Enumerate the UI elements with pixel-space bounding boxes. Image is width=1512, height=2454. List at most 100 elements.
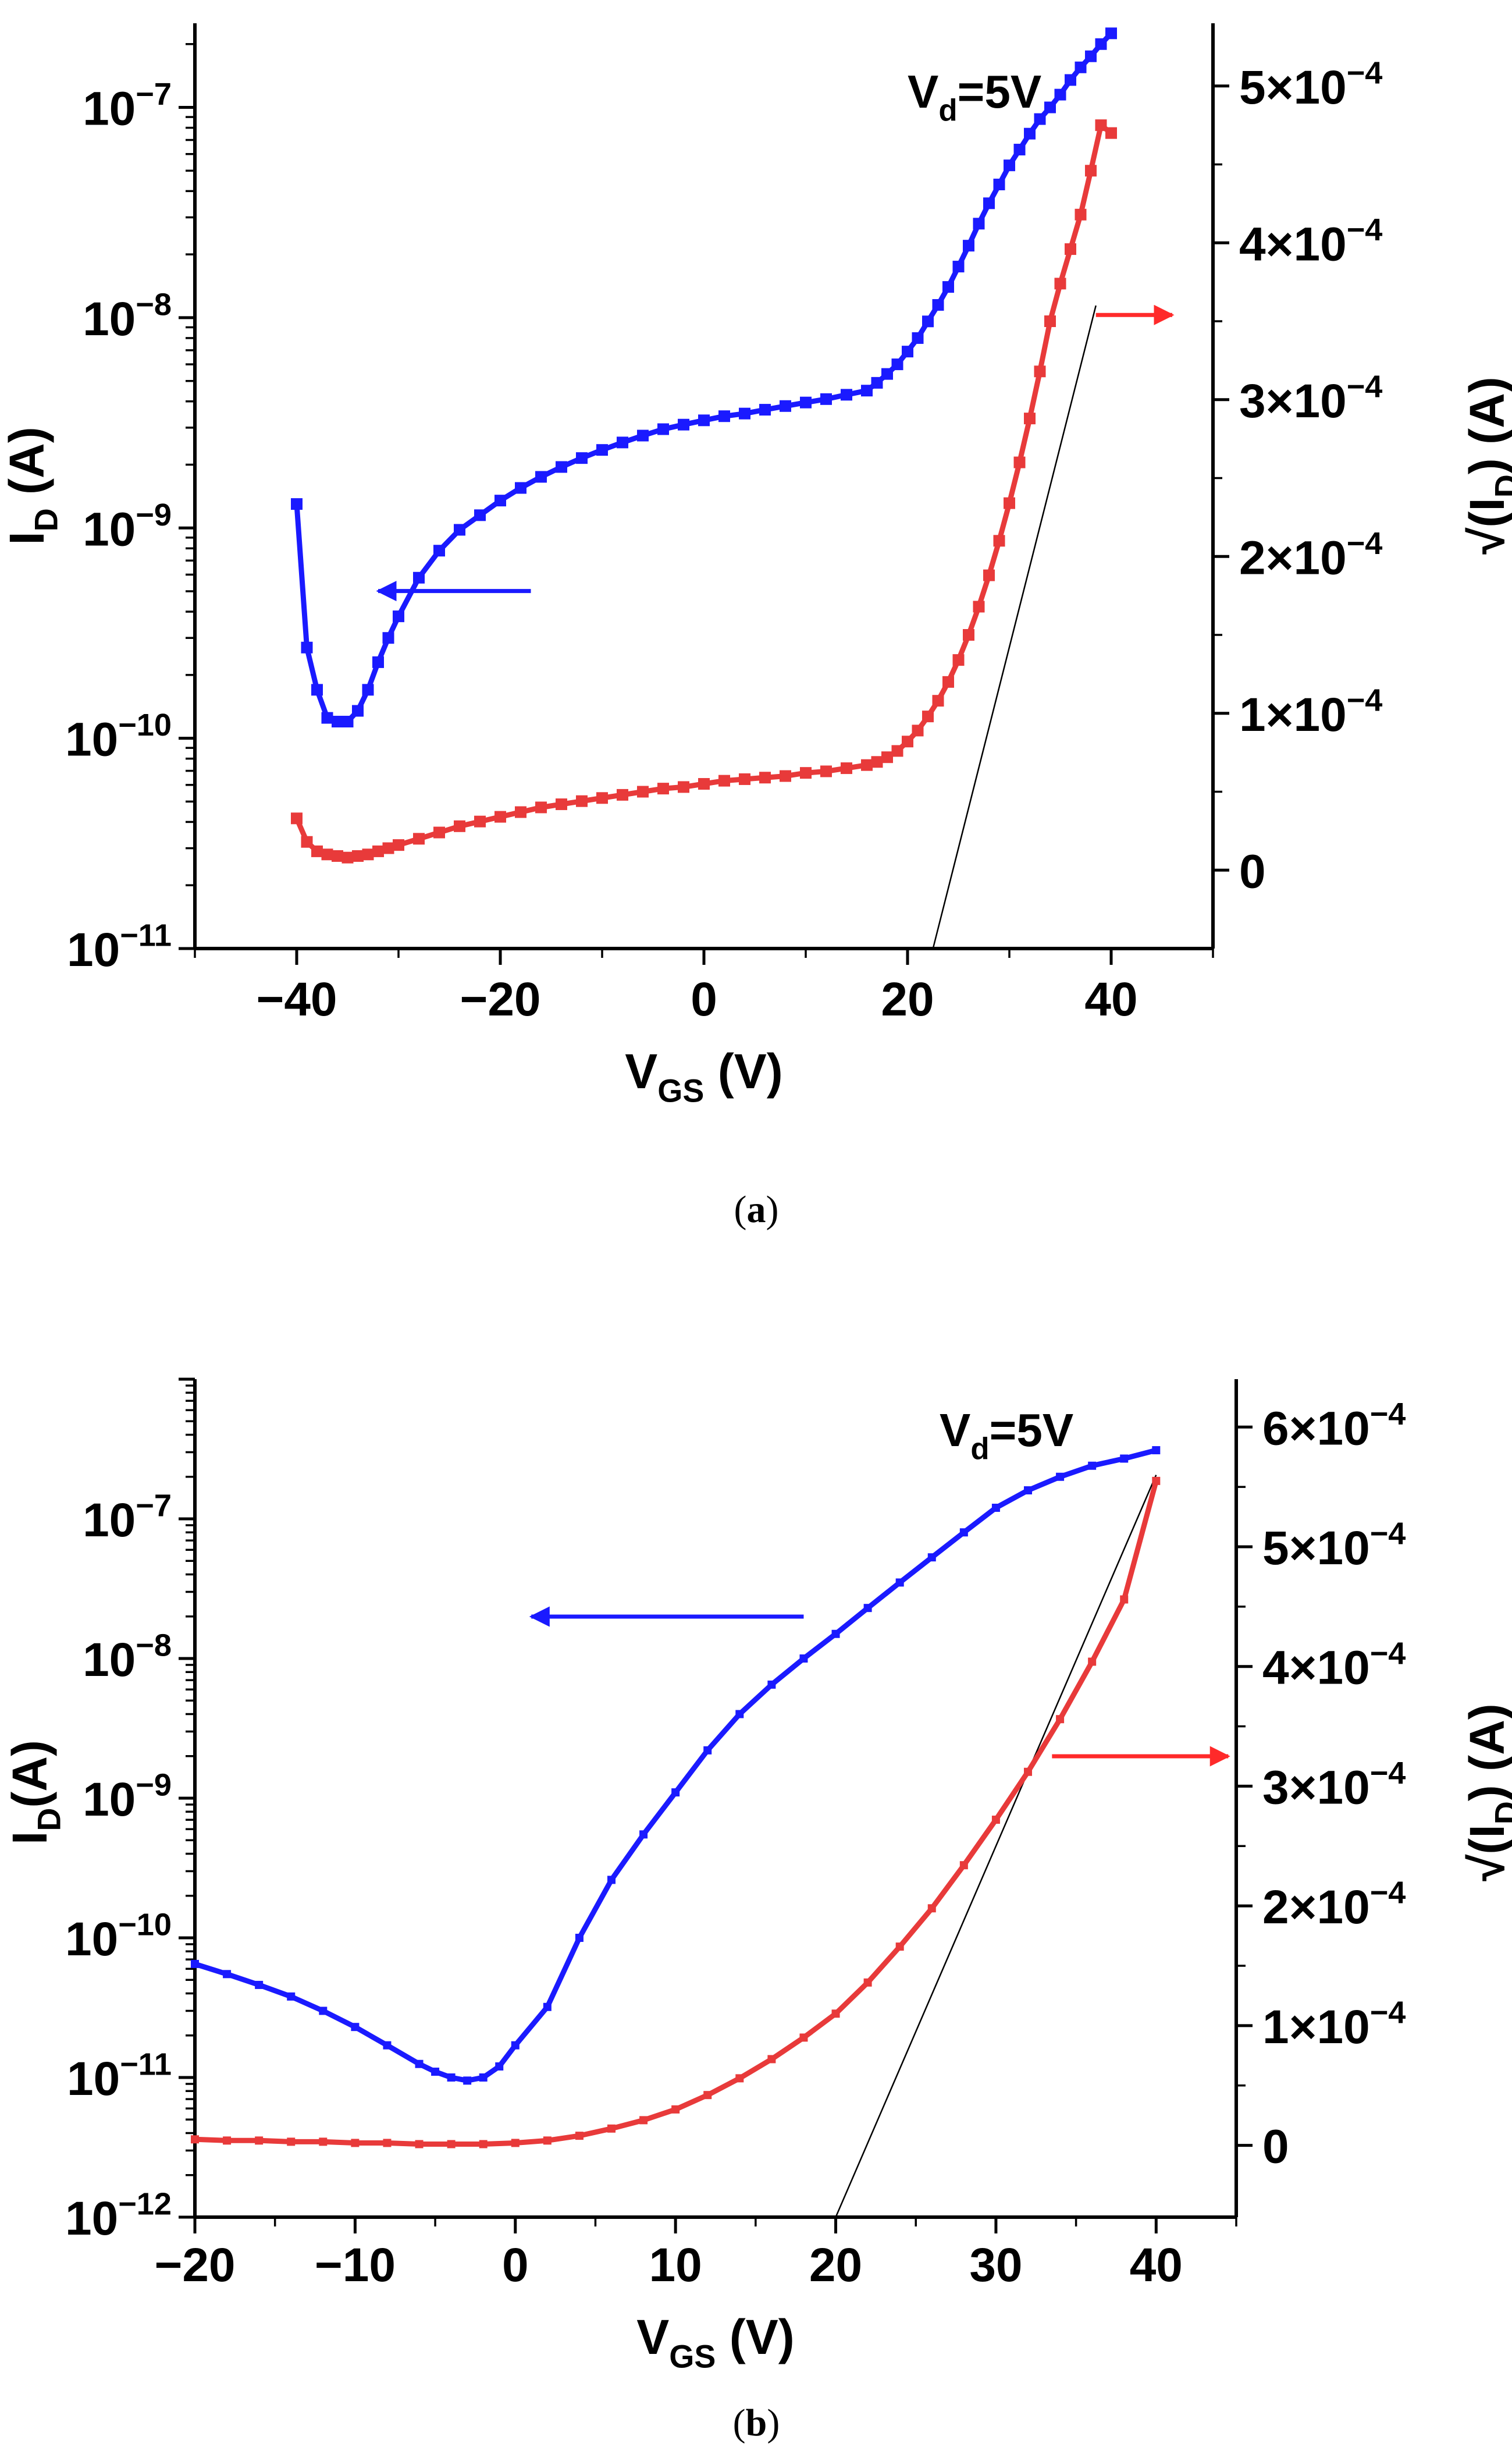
sqrt-id-point <box>415 2140 424 2148</box>
y-right-tick-label: 5×10−4 <box>1239 55 1382 113</box>
id-log-point <box>494 495 506 507</box>
sqrt-id-point <box>352 850 364 862</box>
sqrt-id-point <box>767 2055 776 2064</box>
id-log-curve <box>294 31 1113 725</box>
sqrt-id-point <box>1075 208 1087 221</box>
y-left-tick-label: 10−12 <box>65 2187 172 2245</box>
sqrt-id-point <box>255 2136 264 2145</box>
id-log-point <box>863 1604 872 1613</box>
y-right-tick-label: 0 <box>1239 845 1266 898</box>
x-axis-title: VGS (V) <box>636 2310 794 2375</box>
id-log-point <box>447 2073 456 2082</box>
sqrt-id-point <box>1044 315 1056 328</box>
id-log-point <box>799 1654 808 1663</box>
sqrt-id-point <box>800 767 812 779</box>
sqrt-id-point <box>1024 413 1036 425</box>
x-tick-label: −40 <box>256 973 337 1026</box>
sqrt-id-point <box>311 845 323 857</box>
x-tick-label: 0 <box>502 2239 529 2292</box>
id-log-curve <box>194 1447 1157 2083</box>
sqrt-id-point <box>332 850 343 862</box>
id-log-point <box>639 1830 648 1839</box>
sqrt-id-point <box>739 773 750 785</box>
sqrt-id-point <box>413 833 425 845</box>
id-log-point <box>1013 144 1026 156</box>
y-right-axis-title: √(ID) (A) <box>1460 377 1512 554</box>
id-log-point <box>351 2023 360 2032</box>
sqrt-id-point <box>871 756 883 768</box>
y-left-axis-title: ID(A) <box>2 1740 67 1845</box>
sqrt-id-curve <box>294 122 1113 861</box>
id-log-point <box>698 414 710 427</box>
id-log-point <box>321 712 333 724</box>
sqrt-id-point <box>959 1861 968 1870</box>
sqrt-id-point <box>433 826 445 839</box>
id-log-point <box>372 656 384 668</box>
x-tick-label: 0 <box>691 973 717 1026</box>
id-log-point <box>223 1970 232 1979</box>
id-log-point <box>352 705 364 717</box>
x-axis-title: VGS (V) <box>625 1044 782 1109</box>
id-log-point <box>291 498 303 510</box>
sqrt-id-point <box>1054 278 1066 290</box>
id-log-point <box>543 2002 552 2011</box>
y-left-axis-title: ID (A) <box>0 427 65 545</box>
sqrt-id-point <box>341 851 354 864</box>
id-log-point <box>191 1959 199 1968</box>
sqrt-id-point <box>927 1904 936 1913</box>
sqrt-id-point <box>362 848 374 861</box>
sqrt-id-point <box>983 569 995 581</box>
id-log-point <box>575 1934 584 1942</box>
id-log-point <box>767 1680 776 1689</box>
id-log-point <box>927 1553 936 1562</box>
id-log-point <box>287 1992 296 2001</box>
sqrt-id-point <box>932 695 944 707</box>
id-log-point <box>922 315 934 328</box>
id-log-point <box>454 524 465 536</box>
threshold-fit-line <box>932 305 1097 949</box>
id-log-point <box>657 423 669 435</box>
id-log-point <box>301 641 313 654</box>
x-tick-label: 40 <box>1084 973 1137 1026</box>
sqrt-id-point <box>952 654 965 666</box>
sqrt-id-point <box>607 2124 616 2133</box>
y-left-tick-label: 10−7 <box>83 77 172 135</box>
id-log-point <box>1034 113 1046 125</box>
sqrt-id-point <box>780 770 791 782</box>
y-right-tick-label: 5×10−4 <box>1262 1517 1406 1575</box>
y-right-tick-label: 0 <box>1262 2121 1289 2174</box>
x-tick-label: 40 <box>1130 2239 1183 2292</box>
sqrt-id-point <box>454 820 465 832</box>
chart-panel-a: −40 −20 0 20 40 10−11 10−10 10−9 10−8 10−7 0 1×10−4… <box>0 23 1512 1231</box>
sqrt-id-point <box>576 795 588 807</box>
panel-caption: (a) <box>734 1188 779 1231</box>
id-log-point <box>735 1710 744 1718</box>
sqrt-id-point <box>447 2140 456 2148</box>
id-log-point <box>891 358 903 371</box>
id-log-point <box>319 2006 328 2015</box>
x-tick-label: −20 <box>154 2239 235 2292</box>
sqrt-id-point <box>799 2033 808 2042</box>
id-log-point <box>617 436 628 449</box>
y-right-tick-label: 3×10−4 <box>1239 369 1382 427</box>
id-log-point <box>511 2041 520 2050</box>
id-log-point <box>703 1746 712 1755</box>
id-log-point <box>415 2059 424 2068</box>
sqrt-id-point <box>912 725 924 737</box>
id-log-point <box>479 2073 488 2082</box>
sqrt-id-point <box>617 789 628 801</box>
id-log-point <box>413 571 425 584</box>
sqrt-id-point <box>479 2140 488 2148</box>
id-log-point <box>1065 74 1076 86</box>
sqrt-id-point <box>1013 456 1026 468</box>
id-log-point <box>759 404 771 416</box>
sqrt-id-point <box>291 812 303 825</box>
y-left-tick-label: 10−8 <box>83 287 172 345</box>
id-log-point <box>1024 1486 1032 1495</box>
id-log-point <box>474 509 486 521</box>
id-log-point <box>311 684 323 696</box>
sqrt-id-point <box>759 772 771 784</box>
id-log-point <box>942 281 954 293</box>
sqrt-id-point <box>1056 1715 1065 1724</box>
y-left-tick-label: 10−10 <box>65 708 172 766</box>
